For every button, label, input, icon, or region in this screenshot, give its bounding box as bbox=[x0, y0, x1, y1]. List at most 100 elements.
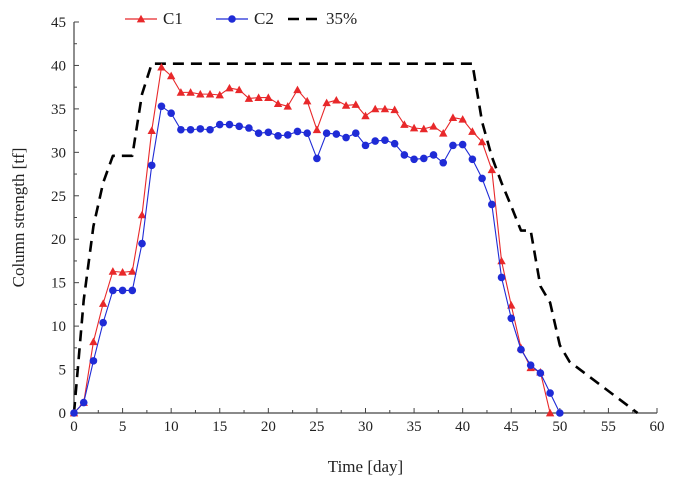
data-point bbox=[167, 109, 175, 118]
data-point bbox=[371, 104, 380, 113]
data-point bbox=[166, 71, 176, 80]
data-point bbox=[186, 125, 195, 134]
data-point bbox=[400, 151, 409, 159]
data-point bbox=[225, 120, 234, 129]
y-tick-label: 20 bbox=[51, 232, 66, 248]
x-tick-label: 20 bbox=[261, 419, 276, 435]
data-point bbox=[517, 345, 525, 354]
data-point bbox=[138, 239, 146, 248]
data-point bbox=[478, 174, 486, 183]
data-point bbox=[118, 268, 127, 276]
y-tick-label: 45 bbox=[51, 15, 66, 31]
data-point bbox=[293, 85, 302, 94]
data-point bbox=[439, 129, 448, 137]
data-point bbox=[89, 357, 98, 365]
data-point bbox=[128, 286, 137, 295]
series-C2 bbox=[70, 102, 564, 417]
x-axis-title: Time [day] bbox=[328, 457, 403, 476]
data-point bbox=[332, 130, 341, 138]
data-point bbox=[147, 126, 156, 134]
legend-label: C2 bbox=[254, 9, 274, 28]
data-point bbox=[186, 88, 195, 96]
data-point bbox=[536, 369, 545, 377]
data-point bbox=[273, 99, 283, 108]
data-point bbox=[409, 123, 419, 132]
data-point bbox=[98, 299, 108, 307]
data-point bbox=[439, 158, 448, 167]
legend-marker bbox=[136, 14, 146, 23]
x-tick-label: 60 bbox=[650, 419, 665, 435]
data-point bbox=[157, 102, 166, 111]
data-point bbox=[488, 200, 496, 209]
data-point bbox=[128, 267, 137, 275]
data-point bbox=[468, 155, 477, 164]
data-point bbox=[245, 124, 253, 132]
x-tick-label: 45 bbox=[504, 419, 519, 435]
data-point bbox=[429, 122, 438, 130]
data-point bbox=[448, 113, 458, 121]
data-point bbox=[545, 408, 555, 417]
data-point bbox=[351, 129, 360, 138]
legend-item: 35% bbox=[288, 9, 357, 28]
data-point bbox=[109, 286, 117, 295]
x-axis-ticks: 0 5 10 15 20 25 30 35 40 45 50 55 60 bbox=[70, 408, 665, 435]
data-point bbox=[526, 361, 535, 370]
data-point bbox=[381, 136, 389, 144]
data-point bbox=[157, 62, 166, 71]
data-point bbox=[420, 154, 428, 163]
data-point bbox=[497, 273, 506, 282]
data-point bbox=[410, 155, 418, 164]
x-tick-label: 0 bbox=[70, 419, 78, 435]
chart-axes bbox=[73, 22, 657, 414]
y-tick-label: 5 bbox=[59, 363, 67, 379]
legend-marker bbox=[228, 15, 236, 23]
y-axis-ticks: 0 5 10 15 20 25 30 35 40 45 bbox=[51, 15, 79, 422]
data-point bbox=[283, 131, 292, 139]
x-tick-label: 5 bbox=[119, 419, 127, 435]
data-point bbox=[205, 89, 215, 98]
data-point bbox=[313, 154, 321, 163]
data-point bbox=[322, 98, 331, 107]
data-point bbox=[283, 102, 292, 110]
data-point bbox=[225, 83, 234, 92]
data-point bbox=[419, 124, 428, 133]
data-point bbox=[274, 132, 282, 140]
x-tick-label: 30 bbox=[358, 419, 373, 435]
x-tick-label: 35 bbox=[407, 419, 422, 435]
x-tick-label: 25 bbox=[309, 419, 324, 435]
data-point bbox=[254, 129, 263, 138]
x-tick-label: 55 bbox=[601, 419, 616, 435]
legend-item: C1 bbox=[125, 9, 183, 28]
data-point bbox=[137, 210, 147, 219]
data-point bbox=[177, 125, 185, 134]
data-point bbox=[108, 267, 118, 275]
data-point bbox=[390, 139, 399, 148]
data-point bbox=[380, 104, 390, 113]
data-point bbox=[371, 137, 380, 145]
data-point bbox=[429, 151, 438, 159]
y-tick-label: 35 bbox=[51, 102, 66, 118]
data-point bbox=[458, 140, 467, 149]
data-point bbox=[556, 409, 564, 417]
data-point bbox=[70, 409, 78, 417]
data-point bbox=[176, 88, 186, 96]
y-tick-label: 15 bbox=[51, 276, 66, 292]
data-point bbox=[264, 93, 273, 101]
data-point bbox=[147, 161, 156, 170]
data-point bbox=[254, 93, 263, 101]
x-tick-label: 40 bbox=[455, 419, 470, 435]
data-point bbox=[507, 314, 516, 323]
data-point bbox=[361, 141, 370, 150]
data-point bbox=[79, 398, 88, 407]
x-tick-label: 15 bbox=[212, 419, 227, 435]
series-35% bbox=[72, 62, 639, 415]
data-point bbox=[487, 165, 497, 174]
data-point bbox=[477, 137, 487, 146]
data-point bbox=[312, 125, 322, 134]
x-tick-label: 50 bbox=[552, 419, 567, 435]
data-point bbox=[468, 127, 477, 135]
legend-label: 35% bbox=[326, 9, 357, 28]
data-point bbox=[99, 318, 107, 327]
series-C1 bbox=[69, 62, 555, 417]
series-line bbox=[72, 62, 639, 415]
